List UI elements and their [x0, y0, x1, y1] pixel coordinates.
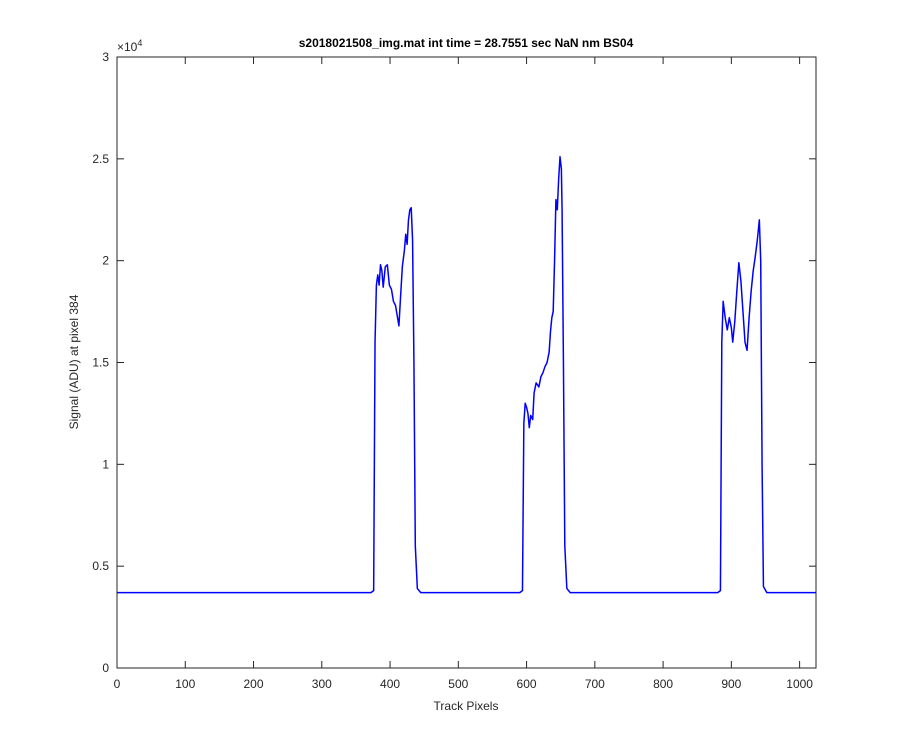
axes-box — [116, 56, 817, 669]
y-tick-label: 0 — [102, 661, 109, 675]
x-tick-label: 800 — [653, 677, 673, 691]
x-tick-label: 100 — [175, 677, 195, 691]
y-multiplier-exponent: 4 — [137, 38, 142, 48]
y-axis-label: Signal (ADU) at pixel 384 — [67, 294, 81, 429]
x-axis-label: Track Pixels — [434, 699, 499, 713]
y-tick-label: 0.5 — [92, 559, 109, 573]
x-tick-label: 900 — [721, 677, 741, 691]
y-multiplier-base: ×10 — [117, 40, 138, 54]
y-tick-label: 1 — [102, 457, 109, 471]
x-tick-label: 1000 — [786, 677, 813, 691]
y-tick-label: 2.5 — [92, 152, 109, 166]
x-tick-label: 300 — [312, 677, 332, 691]
x-tick-label: 200 — [244, 677, 264, 691]
x-tick-label: 600 — [517, 677, 537, 691]
data-line — [117, 156, 816, 594]
x-tick-label: 400 — [380, 677, 400, 691]
x-tick-label: 500 — [448, 677, 468, 691]
y-multiplier: ×104 — [117, 38, 142, 54]
chart-title: s2018021508_img.mat int time = 28.7551 s… — [299, 36, 634, 50]
x-tick-label: 700 — [585, 677, 605, 691]
y-tick-label: 3 — [102, 50, 109, 64]
y-tick-label: 2 — [102, 254, 109, 268]
y-tick-label: 1.5 — [92, 356, 109, 370]
x-tick-label: 0 — [114, 677, 121, 691]
